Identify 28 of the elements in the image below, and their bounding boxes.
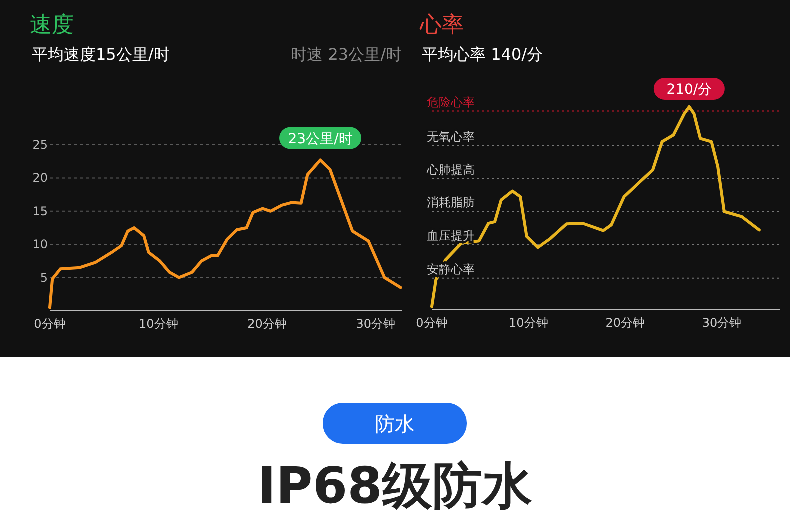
chart-title: 速度 — [30, 13, 74, 38]
y-tick-label: 20 — [32, 171, 48, 186]
x-tick-label: 10分钟 — [509, 316, 548, 330]
ref-line-label: 心肺提高 — [426, 162, 475, 177]
annotation: 210/分 — [666, 82, 712, 98]
ref-line-label: 无氧心率 — [427, 130, 475, 144]
ref-line-label: 危险心率 — [427, 95, 475, 110]
x-tick-label: 0分钟 — [34, 317, 66, 331]
chart-title: 心率 — [419, 13, 464, 38]
ref-line-label: 血压提升 — [427, 229, 475, 244]
y-tick-label: 15 — [32, 204, 48, 218]
line-series — [48, 158, 402, 310]
annotation: 23公里/时 — [288, 131, 353, 148]
x-tick-label: 30分钟 — [356, 317, 396, 331]
x-tick-label: 10分钟 — [139, 317, 178, 331]
y-tick-label: 10 — [32, 238, 48, 252]
y-tick-label: 5 — [40, 270, 48, 285]
text: 时速 23公里/时 — [291, 45, 402, 64]
chart-subtitle: 平均速度15公里/时 — [32, 45, 170, 64]
text: IP68级防水 — [258, 457, 532, 515]
x-tick-label: 20分钟 — [248, 317, 287, 331]
text: 防水 — [375, 412, 415, 436]
x-tick-label: 0分钟 — [416, 316, 448, 330]
chart-subtitle: 平均心率 140/分 — [422, 45, 544, 64]
x-tick-label: 20分钟 — [606, 316, 645, 330]
ref-line-label: 消耗脂肪 — [427, 196, 475, 210]
y-tick-label: 25 — [32, 138, 48, 152]
x-tick-label: 30分钟 — [702, 316, 742, 330]
